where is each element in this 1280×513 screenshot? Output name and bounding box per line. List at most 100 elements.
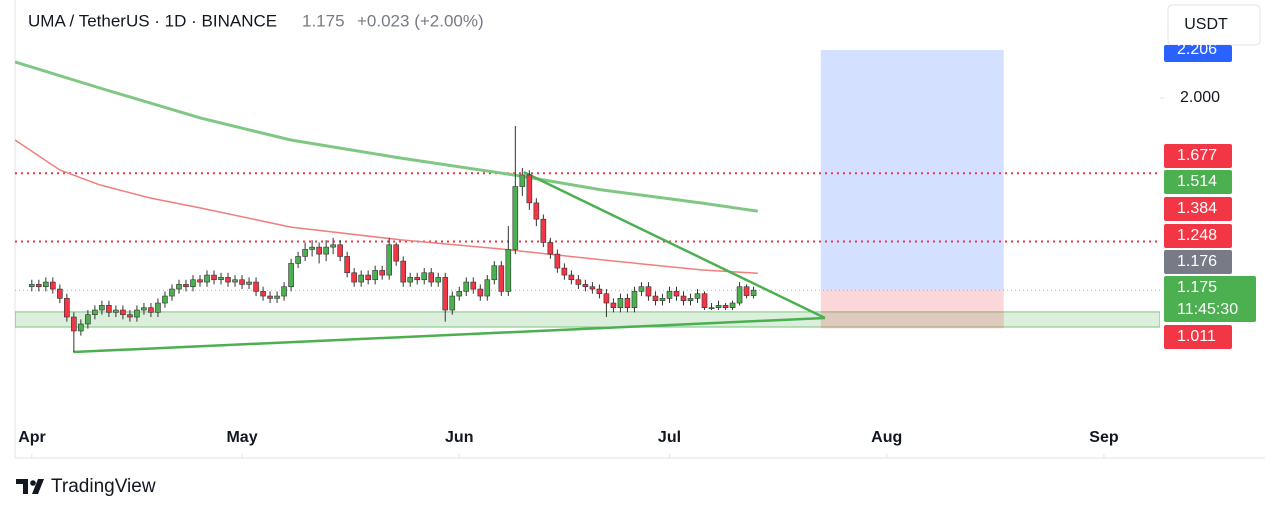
candle-body (561, 267, 568, 276)
price-badge-label: 1.384 (1177, 200, 1217, 217)
chart-title: UMA / TetherUS · 1D · BINANCE (28, 11, 277, 30)
candle-body (603, 293, 610, 304)
candle-body (337, 244, 343, 257)
candle-body (260, 291, 266, 297)
price-badge (1164, 325, 1232, 349)
candle-body (372, 270, 378, 281)
candle-body (85, 314, 91, 325)
price-badge (1164, 250, 1232, 274)
candle-body (309, 246, 315, 250)
candle-body (190, 279, 196, 288)
candle-body (484, 279, 491, 297)
candle-body (393, 244, 399, 262)
price-change: +0.023 (+2.00%) (357, 11, 484, 30)
candle-body (225, 277, 231, 283)
candle-body (113, 309, 119, 313)
x-tick-label: Jul (658, 429, 681, 446)
price-badge (1164, 276, 1256, 322)
candle-body (36, 284, 42, 288)
candle-body (183, 284, 189, 288)
candle-body (155, 302, 161, 313)
currency-label[interactable]: USDT (1184, 16, 1228, 33)
candle-body (169, 288, 175, 297)
candle-body (232, 279, 238, 283)
candle-body (477, 288, 484, 297)
candle-body (43, 281, 49, 288)
price-badge-label: 1.514 (1177, 173, 1217, 190)
candle-body (645, 286, 652, 297)
candle-body (246, 281, 252, 285)
candle-body (687, 298, 694, 302)
candle-body (680, 295, 687, 302)
price-badge (1164, 144, 1232, 168)
candle-body (295, 256, 301, 264)
candle-body (302, 249, 308, 257)
candle-body (316, 246, 322, 255)
candle-body (176, 284, 182, 290)
target-area (820, 50, 1004, 291)
logo-dot (30, 480, 36, 486)
candle-body (568, 274, 575, 281)
candle-body (414, 277, 421, 281)
candle-body (78, 323, 84, 332)
candle-body (274, 295, 280, 299)
price-badge-label: 1.677 (1177, 147, 1217, 164)
candle-body (659, 298, 666, 302)
price-badge-label: 1.176 (1177, 253, 1217, 270)
price-badge (1164, 45, 1232, 62)
candle-body (582, 284, 589, 288)
candle-body (575, 279, 582, 285)
price-badge (1164, 197, 1232, 221)
candle-body (505, 249, 512, 292)
candle-body (736, 286, 743, 304)
candle-body (456, 291, 463, 297)
brand-name: TradingView (51, 476, 156, 497)
price-badge-label: 2.206 (1177, 41, 1217, 58)
candle-body (470, 281, 477, 290)
candle-body (57, 288, 63, 299)
candle-body (694, 293, 701, 299)
candle-body (71, 316, 77, 332)
trend-line (73, 316, 826, 354)
price-badge-label: 1.011 (1177, 328, 1216, 345)
candle-body (428, 272, 435, 283)
candle-body (624, 298, 631, 309)
brand-logo (16, 479, 44, 494)
x-tick-label: May (226, 429, 257, 446)
candle-body (344, 256, 350, 274)
candle-body (666, 291, 673, 299)
moving-average (15, 60, 759, 213)
trend-line (523, 170, 826, 320)
countdown-label: 11:45:30 (1177, 301, 1238, 318)
candle-body (407, 277, 414, 283)
candle-body (750, 289, 757, 296)
candle-body (519, 174, 526, 187)
x-tick-label: Aug (871, 429, 902, 446)
candle-body (638, 286, 645, 292)
candle-body (267, 295, 273, 299)
candle-body (64, 298, 70, 318)
candle-body (631, 291, 638, 309)
plot-area (15, 50, 1160, 354)
candle-body (547, 242, 554, 255)
candle-body (540, 218, 547, 243)
candle-body (498, 265, 505, 292)
candle-body (239, 279, 245, 285)
candle-body (617, 298, 624, 309)
candle-body (253, 281, 259, 292)
candle-body (652, 295, 659, 302)
candle-body (596, 288, 603, 295)
candle-body (50, 281, 56, 290)
candle-body (379, 270, 385, 276)
x-tick-label: Apr (18, 429, 46, 446)
candle-body (435, 277, 442, 283)
price-badge-label: 1.248 (1177, 227, 1217, 244)
candle-body (120, 309, 126, 315)
candle-body (533, 202, 540, 220)
moving-average (15, 139, 758, 274)
candle-body (148, 307, 154, 313)
candle-body (29, 284, 35, 288)
candle-body (99, 305, 105, 311)
candle-body (162, 295, 168, 304)
